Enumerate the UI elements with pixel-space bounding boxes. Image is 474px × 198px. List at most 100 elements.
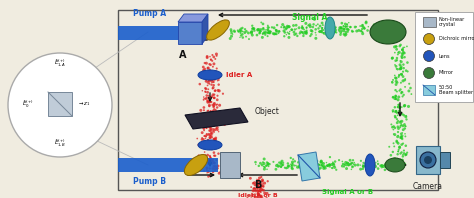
Point <box>393 121 401 124</box>
Point <box>296 165 304 168</box>
Point <box>202 62 210 65</box>
Point <box>248 192 256 195</box>
Point <box>200 109 208 112</box>
Point <box>209 141 216 144</box>
Point <box>277 165 285 168</box>
Point <box>254 189 261 192</box>
Point <box>400 46 407 49</box>
Point <box>248 24 256 27</box>
Point <box>284 31 292 34</box>
Point <box>359 165 366 168</box>
Point <box>391 63 399 67</box>
Point <box>309 26 317 29</box>
Point <box>205 145 213 148</box>
Point <box>398 48 406 51</box>
Point <box>323 164 331 167</box>
Circle shape <box>423 68 435 78</box>
Point <box>371 162 378 165</box>
Point <box>206 126 214 129</box>
Point <box>206 162 213 165</box>
Point <box>208 78 215 81</box>
Point <box>203 126 210 129</box>
Point <box>292 24 300 27</box>
Point <box>338 160 346 163</box>
Point <box>198 76 205 79</box>
Bar <box>178 22 202 44</box>
Point <box>210 154 218 157</box>
Point <box>338 165 346 168</box>
Point <box>364 29 371 32</box>
Point <box>211 122 219 126</box>
Point <box>247 197 255 198</box>
Point <box>401 51 408 55</box>
Point <box>255 183 263 186</box>
Point <box>293 27 301 30</box>
Point <box>300 164 307 167</box>
Point <box>398 56 406 59</box>
Point <box>398 91 406 94</box>
Point <box>256 31 264 34</box>
Point <box>384 165 392 168</box>
Point <box>266 163 273 166</box>
Bar <box>416 146 440 174</box>
Point <box>255 189 263 192</box>
Point <box>254 182 261 185</box>
Point <box>200 72 208 75</box>
Point <box>337 30 345 33</box>
Point <box>398 120 406 123</box>
Point <box>394 157 401 160</box>
Point <box>212 69 219 73</box>
Point <box>207 72 215 75</box>
Point <box>206 119 213 122</box>
Point <box>208 141 215 144</box>
Point <box>360 165 367 168</box>
Point <box>397 59 404 62</box>
Point <box>396 106 403 109</box>
Point <box>260 185 267 188</box>
Point <box>389 78 397 82</box>
Point <box>291 160 299 163</box>
Point <box>204 91 211 94</box>
Text: B: B <box>255 180 262 190</box>
Point <box>398 124 405 127</box>
Point <box>339 162 347 166</box>
Point <box>396 110 403 113</box>
Point <box>209 159 217 162</box>
Point <box>396 145 403 148</box>
Point <box>303 26 310 30</box>
Point <box>395 103 402 106</box>
Point <box>201 169 208 173</box>
Point <box>207 73 215 76</box>
Point <box>242 35 250 38</box>
Point <box>396 121 404 124</box>
Point <box>253 186 261 189</box>
Point <box>320 167 328 170</box>
Point <box>381 163 389 166</box>
Point <box>284 166 292 169</box>
Point <box>204 84 211 87</box>
Point <box>212 120 219 123</box>
Point <box>398 136 405 139</box>
Point <box>400 149 408 152</box>
Point <box>281 166 289 169</box>
Point <box>397 158 404 161</box>
Point <box>228 32 236 35</box>
Point <box>326 156 334 159</box>
Polygon shape <box>185 108 248 129</box>
Point <box>210 84 218 87</box>
Point <box>312 37 319 40</box>
Point <box>204 120 212 124</box>
Point <box>319 26 326 30</box>
Point <box>402 153 410 156</box>
Point <box>312 24 320 27</box>
Point <box>308 33 315 36</box>
Point <box>254 184 262 187</box>
Point <box>401 46 409 49</box>
Point <box>344 25 351 28</box>
Point <box>326 163 333 167</box>
Point <box>204 139 212 142</box>
Point <box>200 69 207 72</box>
Point <box>275 30 283 33</box>
Point <box>319 165 327 168</box>
Point <box>197 118 204 122</box>
